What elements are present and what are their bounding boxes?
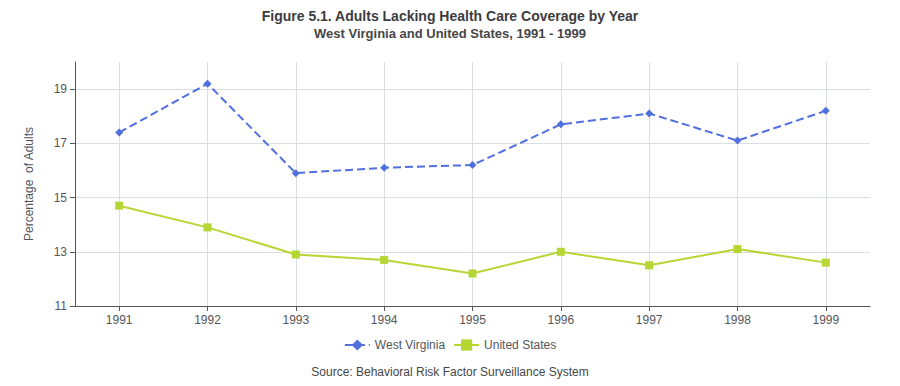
svg-text:13: 13	[54, 245, 68, 259]
svg-text:1998: 1998	[724, 313, 751, 327]
svg-text:1996: 1996	[547, 313, 574, 327]
svg-text:15: 15	[54, 191, 68, 205]
svg-text:Figure 5.1. Adults Lacking Hea: Figure 5.1. Adults Lacking Health Care C…	[262, 8, 639, 24]
svg-text:1997: 1997	[636, 313, 663, 327]
svg-text:1992: 1992	[194, 313, 221, 327]
svg-text:Source: Behavioral Risk Factor: Source: Behavioral Risk Factor Surveilla…	[311, 365, 588, 379]
svg-text:17: 17	[54, 136, 68, 150]
svg-text:United States: United States	[484, 338, 556, 352]
svg-text:1991: 1991	[106, 313, 133, 327]
svg-text:1994: 1994	[371, 313, 398, 327]
svg-text:1995: 1995	[459, 313, 486, 327]
svg-text:1993: 1993	[282, 313, 309, 327]
svg-text:West Virginia: West Virginia	[375, 338, 446, 352]
svg-text:1999: 1999	[812, 313, 839, 327]
svg-text:Percentage of Adults: Percentage of Adults	[22, 127, 36, 241]
svg-text:11: 11	[55, 299, 68, 313]
svg-text:West Virginia and United State: West Virginia and United States, 1991 - …	[314, 26, 586, 41]
svg-text:19: 19	[54, 82, 68, 96]
